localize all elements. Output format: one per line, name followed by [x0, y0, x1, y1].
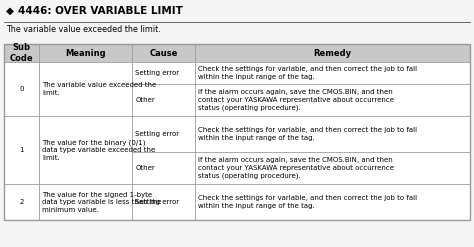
Text: If the alarm occurs again, save the CMOS.BIN, and then
contact your YASKAWA repr: If the alarm occurs again, save the CMOS…	[198, 157, 394, 179]
Text: Check the settings for variable, and then correct the job to fall
within the inp: Check the settings for variable, and the…	[198, 66, 417, 80]
Bar	[132, 44, 195, 62]
Text: 0: 0	[19, 86, 24, 92]
Bar	[132, 116, 195, 152]
Bar	[39, 184, 132, 220]
Bar	[4, 84, 39, 116]
Text: 4446: OVER VARIABLE LIMIT: 4446: OVER VARIABLE LIMIT	[18, 6, 183, 16]
Text: Check the settings for variable, and then correct the job to fall
within the inp: Check the settings for variable, and the…	[198, 195, 417, 209]
Text: Other: Other	[135, 97, 155, 103]
Text: Meaning: Meaning	[65, 48, 106, 58]
Text: The variable value exceeded the
limit.: The variable value exceeded the limit.	[42, 82, 156, 96]
Bar	[195, 62, 470, 84]
Bar	[39, 152, 132, 184]
Text: ◆: ◆	[6, 6, 14, 16]
Text: Sub
Code: Sub Code	[9, 43, 33, 63]
Bar	[4, 116, 39, 184]
Bar	[4, 184, 39, 220]
Bar	[132, 84, 195, 116]
Text: 1: 1	[19, 147, 24, 153]
Bar	[4, 62, 39, 84]
Text: Setting error: Setting error	[135, 199, 179, 205]
Bar	[4, 62, 39, 116]
Bar	[195, 184, 470, 220]
Text: If the alarm occurs again, save the CMOS.BIN, and then
contact your YASKAWA repr: If the alarm occurs again, save the CMOS…	[198, 89, 394, 111]
Text: Setting error: Setting error	[135, 70, 179, 76]
Bar	[39, 84, 132, 116]
Bar	[39, 62, 132, 84]
Text: 2: 2	[19, 199, 24, 205]
Bar	[195, 152, 470, 184]
Bar	[39, 62, 132, 116]
Bar	[132, 152, 195, 184]
Text: Check the settings for variable, and then correct the job to fall
within the inp: Check the settings for variable, and the…	[198, 127, 417, 141]
Bar	[4, 152, 39, 184]
Bar	[195, 44, 470, 62]
Bar	[4, 44, 470, 220]
Bar	[4, 44, 39, 62]
Text: Setting error: Setting error	[135, 131, 179, 137]
Text: Remedy: Remedy	[313, 48, 352, 58]
Text: Other: Other	[135, 165, 155, 171]
Bar	[132, 62, 195, 84]
Bar	[195, 116, 470, 152]
Bar	[4, 116, 39, 152]
Bar	[39, 116, 132, 152]
Text: The value for the signed 1-byte
data type variable is less than the
minimum valu: The value for the signed 1-byte data typ…	[42, 191, 161, 212]
Bar	[195, 84, 470, 116]
Text: Cause: Cause	[149, 48, 178, 58]
Text: The value for the binary (0/1)
data type variable exceeded the
limit.: The value for the binary (0/1) data type…	[42, 139, 155, 161]
Bar	[39, 44, 132, 62]
Text: The variable value exceeded the limit.: The variable value exceeded the limit.	[6, 25, 161, 34]
Bar	[132, 184, 195, 220]
Bar	[39, 116, 132, 184]
